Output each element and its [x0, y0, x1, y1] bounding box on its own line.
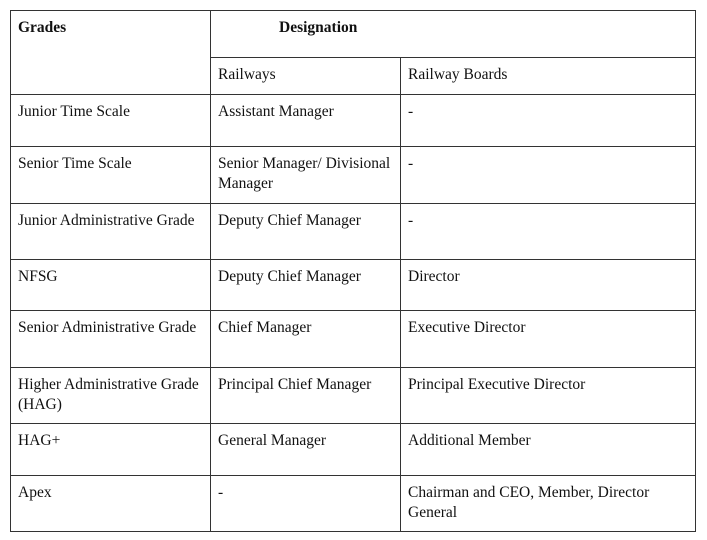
grade-cell: Higher Administrative Grade (HAG): [10, 367, 211, 424]
header-designation: Designation: [210, 10, 696, 58]
grades-table: Grades Designation Railways Railway Boar…: [10, 10, 696, 532]
railways-cell: Assistant Manager: [210, 94, 401, 147]
grade-cell: Senior Time Scale: [10, 146, 211, 204]
railway-boards-cell: -: [400, 94, 696, 147]
header-row: Grades Designation: [10, 10, 696, 95]
railways-cell: Chief Manager: [210, 310, 401, 368]
grade-cell: Apex: [10, 475, 211, 532]
railways-cell: -: [210, 475, 401, 532]
grade-cell: HAG+: [10, 423, 211, 476]
railway-boards-cell: -: [400, 203, 696, 260]
subheader-row: Railways Railway Boards: [11, 57, 696, 95]
railway-boards-cell: Chairman and CEO, Member, Director Gener…: [400, 475, 696, 532]
grade-cell: Junior Time Scale: [10, 94, 211, 147]
table-row: HAG+ General Manager Additional Member: [10, 423, 696, 476]
table-row: Senior Administrative Grade Chief Manager…: [10, 310, 696, 368]
table-row: Senior Time Scale Senior Manager/ Divisio…: [10, 146, 696, 204]
railways-cell: Senior Manager/ Divisional Manager: [210, 146, 401, 204]
railway-boards-cell: Executive Director: [400, 310, 696, 368]
grade-cell: Senior Administrative Grade: [10, 310, 211, 368]
table-row: NFSG Deputy Chief Manager Director: [10, 259, 696, 311]
railway-boards-cell: Principal Executive Director: [400, 367, 696, 424]
header-railway-boards: Railway Boards: [400, 57, 696, 95]
railways-cell: General Manager: [210, 423, 401, 476]
railway-boards-cell: -: [400, 146, 696, 204]
table-row: Apex - Chairman and CEO, Member, Director …: [10, 475, 696, 532]
header-railways: Railways: [210, 57, 401, 95]
railway-boards-cell: Additional Member: [400, 423, 696, 476]
grade-cell: Junior Administrative Grade: [10, 203, 211, 260]
railways-cell: Deputy Chief Manager: [210, 259, 401, 311]
grade-cell: NFSG: [10, 259, 211, 311]
railways-cell: Deputy Chief Manager: [210, 203, 401, 260]
table-row: Junior Time Scale Assistant Manager -: [10, 94, 696, 147]
header-grades: Grades: [10, 10, 211, 95]
railways-cell: Principal Chief Manager: [210, 367, 401, 424]
table-row: Junior Administrative Grade Deputy Chief …: [10, 203, 696, 260]
table-row: Higher Administrative Grade (HAG) Princip…: [10, 367, 696, 424]
railway-boards-cell: Director: [400, 259, 696, 311]
